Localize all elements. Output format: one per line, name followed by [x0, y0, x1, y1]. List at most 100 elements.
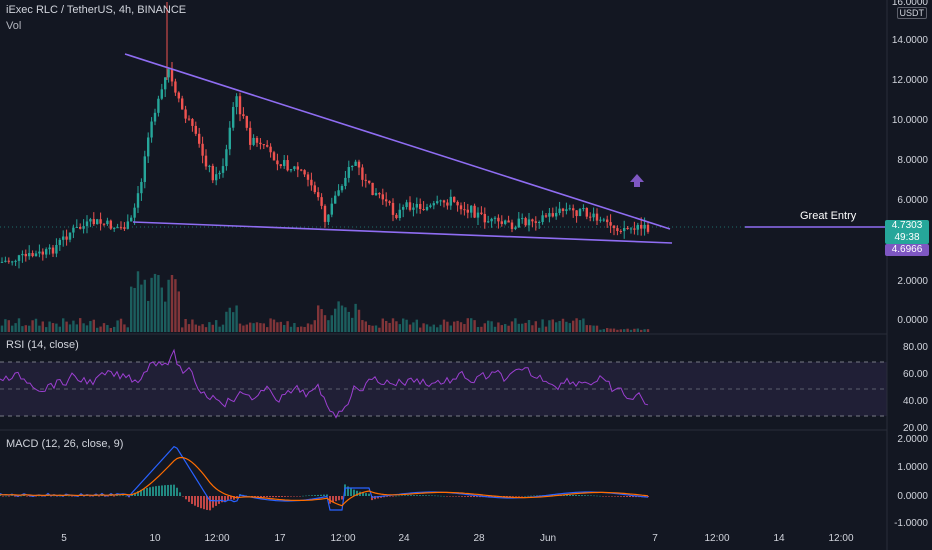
- candle-body: [412, 207, 415, 210]
- histogram-bar: [218, 496, 220, 504]
- candle-body: [514, 227, 517, 229]
- histogram-bar: [134, 492, 136, 496]
- volume-bar: [106, 325, 109, 332]
- volume-bar: [170, 274, 174, 332]
- candle-body: [255, 137, 259, 143]
- candle-body: [82, 226, 85, 229]
- macd-tick: 2.0000: [897, 434, 928, 445]
- candle-body: [510, 222, 514, 229]
- candle-body: [269, 146, 272, 153]
- histogram-bar: [632, 496, 634, 498]
- volume-bar: [646, 329, 650, 332]
- histogram-bar: [602, 496, 604, 497]
- volume-bar: [279, 321, 282, 332]
- histogram-bar: [521, 496, 523, 497]
- histogram-bar: [191, 496, 193, 504]
- candle-body: [201, 143, 204, 156]
- candle-body: [629, 228, 633, 230]
- volume-bar: [623, 329, 626, 332]
- candle-body: [317, 192, 320, 198]
- volume-bar: [395, 321, 398, 332]
- histogram-bar: [467, 496, 469, 497]
- histogram-bar: [569, 494, 571, 496]
- volume-bar: [24, 325, 27, 332]
- candle-body: [446, 202, 449, 206]
- volume-bar: [643, 329, 646, 332]
- histogram-bar: [320, 494, 322, 496]
- volume-bar: [130, 286, 133, 332]
- candle-body: [585, 208, 588, 217]
- currency-label[interactable]: USDT: [896, 7, 927, 19]
- candle-body: [55, 244, 58, 254]
- candle-body: [7, 260, 10, 262]
- candle-body: [378, 192, 381, 195]
- candle-body: [561, 208, 565, 212]
- histogram-bar: [314, 495, 316, 496]
- histogram-bar: [362, 492, 364, 496]
- lower-trendline[interactable]: [132, 221, 673, 244]
- volume-bar: [11, 325, 14, 332]
- volume-bar: [14, 323, 17, 332]
- candle-body: [473, 205, 476, 218]
- candle-body: [602, 219, 605, 221]
- candle-body: [204, 155, 208, 167]
- candle-body: [109, 220, 112, 229]
- histogram-bar: [515, 496, 517, 497]
- volume-bar: [487, 320, 490, 332]
- volume-bar: [524, 322, 527, 332]
- candle-body: [187, 118, 191, 120]
- histogram-bar: [356, 490, 358, 496]
- histogram-bar: [257, 496, 259, 497]
- histogram-bar: [620, 496, 622, 497]
- volume-bar: [354, 303, 357, 332]
- histogram-bar: [386, 496, 388, 497]
- histogram-bar: [11, 495, 13, 497]
- candle-body: [38, 251, 41, 254]
- candle-body: [272, 152, 276, 161]
- volume-bar: [51, 323, 55, 332]
- volume-bar: [65, 321, 68, 332]
- upper-trendline[interactable]: [124, 53, 671, 230]
- candle-body: [79, 226, 82, 229]
- volume-bar: [473, 320, 476, 332]
- volume-bar: [62, 318, 65, 332]
- volume-bar: [585, 325, 588, 332]
- histogram-bar: [446, 496, 448, 497]
- volume-bar: [340, 305, 344, 332]
- histogram-bar: [2, 496, 4, 497]
- candle-body: [531, 219, 534, 222]
- volume-bar: [371, 325, 374, 332]
- candle-body: [177, 92, 180, 99]
- volume-bar: [143, 279, 146, 332]
- up-arrow-icon[interactable]: [630, 174, 644, 187]
- volume-bar: [82, 323, 85, 332]
- histogram-bar: [305, 495, 307, 497]
- volume-bar: [493, 326, 497, 332]
- candle-body: [456, 201, 459, 206]
- candle-body: [459, 205, 463, 210]
- candle-body: [133, 207, 136, 218]
- candle-body: [371, 182, 374, 196]
- candle-body: [599, 219, 602, 221]
- trendline-price-badge: 4.6966: [885, 244, 929, 256]
- candle-body: [524, 218, 527, 226]
- histogram-bar: [311, 495, 313, 496]
- candle-body: [225, 149, 228, 167]
- volume-bar: [602, 329, 605, 332]
- histogram-bar: [410, 495, 412, 496]
- time-tick: 14: [773, 533, 785, 544]
- histogram-bar: [530, 495, 532, 497]
- candle-body: [538, 221, 541, 223]
- histogram-bar: [167, 484, 169, 496]
- histogram-bar: [197, 496, 199, 508]
- candle-body: [232, 106, 235, 128]
- volume-bar: [232, 312, 235, 332]
- volume-bar: [592, 325, 595, 332]
- candle-body: [568, 208, 571, 210]
- histogram-bar: [626, 496, 628, 497]
- volume-bar: [626, 328, 629, 332]
- histogram-bar: [0, 495, 1, 496]
- volume-bar: [89, 321, 92, 332]
- candles: [0, 2, 650, 269]
